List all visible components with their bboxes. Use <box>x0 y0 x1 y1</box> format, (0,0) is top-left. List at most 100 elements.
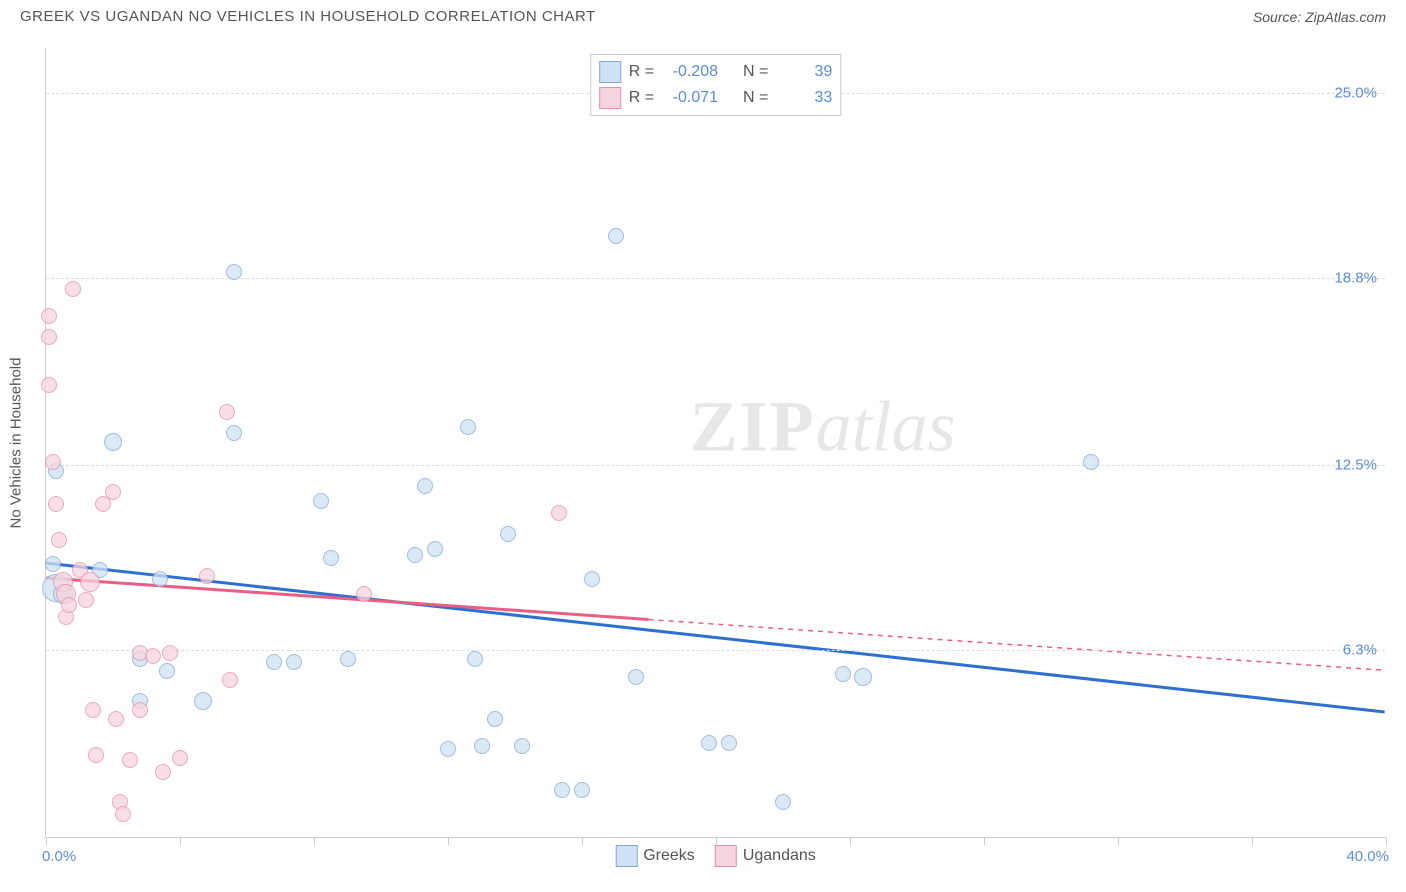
gridline <box>46 278 1385 279</box>
scatter-point-ugandans <box>172 750 188 766</box>
scatter-point-ugandans <box>162 645 178 661</box>
scatter-point-greeks <box>427 541 443 557</box>
scatter-point-greeks <box>701 735 717 751</box>
ytick-label: 18.8% <box>1334 269 1377 286</box>
scatter-point-greeks <box>407 547 423 563</box>
xtick <box>46 837 47 845</box>
swatch-ugandans <box>599 87 621 109</box>
xtick <box>1118 837 1119 845</box>
plot-area: ZIPatlas 6.3%12.5%18.8%25.0% <box>46 48 1385 837</box>
scatter-point-greeks <box>159 663 175 679</box>
legend-item-greeks: Greeks <box>615 845 695 867</box>
scatter-point-ugandans <box>65 281 81 297</box>
n-value-ugandans: 33 <box>776 89 832 107</box>
r-value-ugandans: -0.071 <box>662 89 718 107</box>
x-axis-max-label: 40.0% <box>1346 848 1389 865</box>
chart-source: Source: ZipAtlas.com <box>1253 9 1386 25</box>
xtick <box>850 837 851 845</box>
scatter-point-ugandans <box>219 404 235 420</box>
scatter-point-greeks <box>194 692 212 710</box>
scatter-point-ugandans <box>48 496 64 512</box>
scatter-point-ugandans <box>41 308 57 324</box>
scatter-point-greeks <box>417 478 433 494</box>
scatter-point-greeks <box>286 654 302 670</box>
scatter-point-ugandans <box>132 702 148 718</box>
n-label: N = <box>743 89 768 107</box>
n-value-greeks: 39 <box>776 63 832 81</box>
scatter-point-ugandans <box>222 672 238 688</box>
scatter-point-ugandans <box>356 586 372 602</box>
scatter-point-ugandans <box>88 747 104 763</box>
scatter-point-greeks <box>554 782 570 798</box>
ytick-label: 6.3% <box>1343 642 1377 659</box>
scatter-point-ugandans <box>105 484 121 500</box>
scatter-point-greeks <box>313 493 329 509</box>
scatter-point-greeks <box>440 741 456 757</box>
bottom-legend: Greeks Ugandans <box>615 845 816 867</box>
trend-line-ugandans <box>46 578 648 620</box>
scatter-point-ugandans <box>61 597 77 613</box>
scatter-point-ugandans <box>51 532 67 548</box>
xtick <box>984 837 985 845</box>
chart-container: No Vehicles in Household ZIPatlas 6.3%12… <box>45 48 1385 838</box>
scatter-point-greeks <box>584 571 600 587</box>
scatter-point-ugandans <box>145 648 161 664</box>
stats-row-greeks: R = -0.208 N = 39 <box>599 59 833 85</box>
legend-label-ugandans: Ugandans <box>743 847 816 865</box>
scatter-point-greeks <box>608 228 624 244</box>
scatter-point-ugandans <box>45 454 61 470</box>
scatter-point-greeks <box>854 668 872 686</box>
scatter-point-ugandans <box>85 702 101 718</box>
scatter-point-greeks <box>628 669 644 685</box>
swatch-ugandans <box>715 845 737 867</box>
scatter-point-greeks <box>1083 454 1099 470</box>
scatter-point-greeks <box>574 782 590 798</box>
scatter-point-greeks <box>226 264 242 280</box>
y-axis-label: No Vehicles in Household <box>8 357 25 528</box>
trend-line-greeks <box>46 563 1384 712</box>
stats-row-ugandans: R = -0.071 N = 33 <box>599 85 833 111</box>
chart-header: GREEK VS UGANDAN NO VEHICLES IN HOUSEHOL… <box>0 0 1406 29</box>
x-axis-min-label: 0.0% <box>42 848 76 865</box>
trend-line-dashed-ugandans <box>649 620 1385 671</box>
legend-item-ugandans: Ugandans <box>715 845 816 867</box>
swatch-greeks <box>599 61 621 83</box>
r-value-greeks: -0.208 <box>662 63 718 81</box>
scatter-point-greeks <box>226 425 242 441</box>
r-label: R = <box>629 63 654 81</box>
trend-lines <box>46 48 1385 837</box>
xtick <box>582 837 583 845</box>
xtick <box>448 837 449 845</box>
scatter-point-ugandans <box>115 806 131 822</box>
gridline <box>46 650 1385 651</box>
chart-title: GREEK VS UGANDAN NO VEHICLES IN HOUSEHOL… <box>20 8 596 25</box>
legend-label-greeks: Greeks <box>643 847 695 865</box>
scatter-point-greeks <box>266 654 282 670</box>
scatter-point-ugandans <box>41 377 57 393</box>
scatter-point-greeks <box>487 711 503 727</box>
r-label: R = <box>629 89 654 107</box>
scatter-point-ugandans <box>122 752 138 768</box>
scatter-point-greeks <box>152 571 168 587</box>
swatch-greeks <box>615 845 637 867</box>
stats-legend: R = -0.208 N = 39 R = -0.071 N = 33 <box>590 54 842 116</box>
scatter-point-ugandans <box>41 329 57 345</box>
scatter-point-greeks <box>467 651 483 667</box>
scatter-point-greeks <box>323 550 339 566</box>
ytick-label: 12.5% <box>1334 457 1377 474</box>
scatter-point-greeks <box>500 526 516 542</box>
xtick <box>180 837 181 845</box>
scatter-point-greeks <box>460 419 476 435</box>
scatter-point-greeks <box>721 735 737 751</box>
scatter-point-greeks <box>474 738 490 754</box>
scatter-point-ugandans <box>108 711 124 727</box>
scatter-point-greeks <box>835 666 851 682</box>
xtick <box>1386 837 1387 845</box>
xtick <box>314 837 315 845</box>
scatter-point-greeks <box>45 556 61 572</box>
scatter-point-ugandans <box>78 592 94 608</box>
xtick <box>716 837 717 845</box>
scatter-point-greeks <box>104 433 122 451</box>
scatter-point-greeks <box>340 651 356 667</box>
scatter-point-ugandans <box>199 568 215 584</box>
